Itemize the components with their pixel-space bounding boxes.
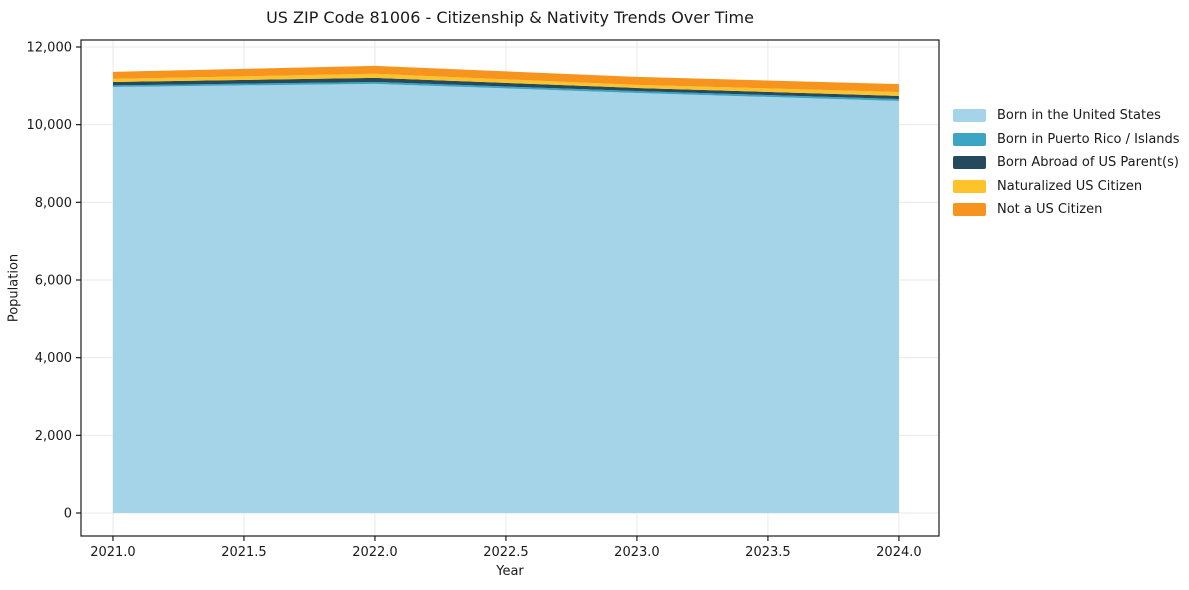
legend-item: Not a US Citizen [953,198,1180,222]
legend-swatch-icon [953,132,986,146]
x-tick-label: 2023.5 [745,545,791,560]
x-tick-label: 2021.0 [90,545,136,560]
x-tick-label: 2021.5 [221,545,267,560]
y-tick-label: 2,000 [35,429,72,444]
legend-label: Born in the United States [997,108,1161,124]
area-series [112,83,899,514]
legend-swatch-icon [953,156,986,170]
legend-label: Naturalized US Citizen [997,178,1143,194]
legend-item: Born in the United States [953,104,1180,128]
x-tick-label: 2023.0 [614,545,660,560]
x-tick-label: 2022.5 [483,545,529,560]
y-tick-label: 12,000 [27,40,73,55]
legend-label: Not a US Citizen [997,202,1103,218]
legend-swatch-icon [953,179,986,193]
x-axis-label: Year [496,564,524,579]
legend-swatch-icon [953,109,986,123]
y-tick-label: 10,000 [27,118,73,133]
axis-ticks: 0 2,000 4,000 6,000 8,000 10,000 12,000 2021.0 2… [27,40,922,560]
y-tick-label: 6,000 [35,274,72,289]
legend-item: Born in Puerto Rico / Islands [953,128,1180,152]
chart-title: US ZIP Code 81006 - Citizenship & Nativi… [266,8,754,27]
stacked-areas [112,65,899,514]
x-tick-label: 2024.0 [876,545,922,560]
x-tick-label: 2022.0 [352,545,398,560]
axes-spines [80,39,940,537]
legend-label: Born Abroad of US Parent(s) [997,155,1179,171]
legend-item: Naturalized US Citizen [953,175,1180,199]
legend-label: Born in Puerto Rico / Islands [997,131,1180,147]
y-axis-label: Population [6,253,22,323]
y-tick-label: 0 [64,507,72,522]
legend: Born in the United States Born in Puerto… [953,104,1180,222]
y-tick-label: 4,000 [35,351,72,366]
legend-item: Born Abroad of US Parent(s) [953,151,1180,175]
legend-swatch-icon [953,203,986,217]
area-series [112,65,899,93]
y-tick-label: 8,000 [35,196,72,211]
